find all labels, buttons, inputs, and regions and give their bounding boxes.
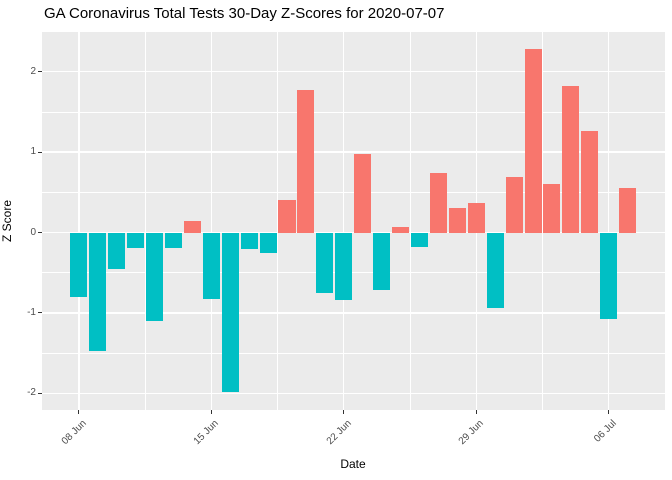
bar-16 Jun bbox=[221, 232, 239, 392]
bar-11 Jun bbox=[127, 232, 145, 248]
bar-09 Jun bbox=[89, 232, 107, 351]
y-axis-title: Z Score bbox=[0, 200, 14, 243]
bar-08 Jun bbox=[70, 232, 88, 297]
bar-20 Jun bbox=[297, 90, 315, 233]
bar-05 Jul bbox=[581, 131, 599, 233]
chart-title: GA Coronavirus Total Tests 30-Day Z-Scor… bbox=[44, 5, 445, 22]
y-tick bbox=[38, 151, 42, 153]
y-tick-label: -2 bbox=[27, 387, 36, 399]
bar-07 Jul bbox=[619, 187, 637, 233]
x-tick-label: 06 Jul bbox=[591, 417, 619, 445]
y-tick bbox=[38, 312, 42, 314]
bar-25 Jun bbox=[392, 226, 410, 233]
x-tick-label: 29 Jun bbox=[457, 417, 487, 447]
bar-02 Jul bbox=[524, 49, 542, 233]
x-tick bbox=[475, 409, 477, 414]
plot-panel bbox=[42, 31, 665, 410]
y-tick-label: -1 bbox=[27, 306, 36, 318]
y-tick bbox=[38, 392, 42, 394]
x-tick bbox=[608, 409, 610, 414]
bar-30 Jun bbox=[486, 232, 504, 309]
bar-04 Jul bbox=[562, 86, 580, 233]
bar-15 Jun bbox=[202, 232, 220, 299]
x-tick bbox=[343, 409, 345, 414]
gridline-major-y bbox=[42, 151, 665, 153]
y-tick-label: 0 bbox=[30, 226, 36, 238]
gridline-major-x bbox=[78, 31, 80, 410]
y-tick bbox=[38, 232, 42, 234]
gridline-major-x bbox=[608, 31, 610, 410]
gridline-minor-x bbox=[277, 31, 278, 410]
bar-14 Jun bbox=[183, 220, 201, 233]
bar-26 Jun bbox=[410, 232, 428, 248]
gridline-major-y bbox=[42, 231, 665, 234]
y-tick bbox=[38, 71, 42, 73]
bar-10 Jun bbox=[108, 232, 126, 269]
x-tick bbox=[78, 409, 80, 414]
y-tick-label: 1 bbox=[30, 146, 36, 158]
bar-12 Jun bbox=[146, 232, 164, 322]
gridline-minor-x bbox=[144, 31, 146, 410]
gridline-minor-x bbox=[409, 31, 411, 410]
gridline-minor-y bbox=[42, 192, 665, 193]
bar-24 Jun bbox=[373, 232, 391, 290]
bar-22 Jun bbox=[335, 232, 353, 301]
x-tick-label: 08 Jun bbox=[59, 417, 89, 447]
bar-17 Jun bbox=[240, 232, 258, 250]
bar-28 Jun bbox=[448, 207, 466, 233]
gridline-minor-y bbox=[42, 272, 665, 274]
bar-06 Jul bbox=[600, 232, 618, 320]
x-axis-title: Date bbox=[340, 457, 366, 471]
gridline-minor-x bbox=[542, 31, 543, 410]
bar-01 Jul bbox=[505, 177, 523, 233]
gridline-major-y bbox=[42, 71, 665, 73]
bar-23 Jun bbox=[354, 153, 372, 233]
bar-29 Jun bbox=[467, 202, 485, 233]
bar-27 Jun bbox=[429, 173, 447, 233]
gridline-major-x bbox=[343, 31, 345, 410]
bar-18 Jun bbox=[259, 232, 277, 254]
gridline-minor-y bbox=[42, 352, 665, 354]
gridline-minor-y bbox=[42, 111, 665, 113]
bar-13 Jun bbox=[164, 232, 182, 248]
gridline-major-y bbox=[42, 392, 665, 395]
bar-21 Jun bbox=[316, 232, 334, 293]
x-tick bbox=[210, 409, 212, 414]
bar-03 Jul bbox=[543, 184, 561, 233]
bar-19 Jun bbox=[278, 200, 296, 233]
gridline-major-x bbox=[210, 31, 212, 410]
y-tick-label: 2 bbox=[30, 65, 36, 77]
gridline-major-y bbox=[42, 312, 665, 314]
x-tick-label: 15 Jun bbox=[192, 417, 222, 447]
